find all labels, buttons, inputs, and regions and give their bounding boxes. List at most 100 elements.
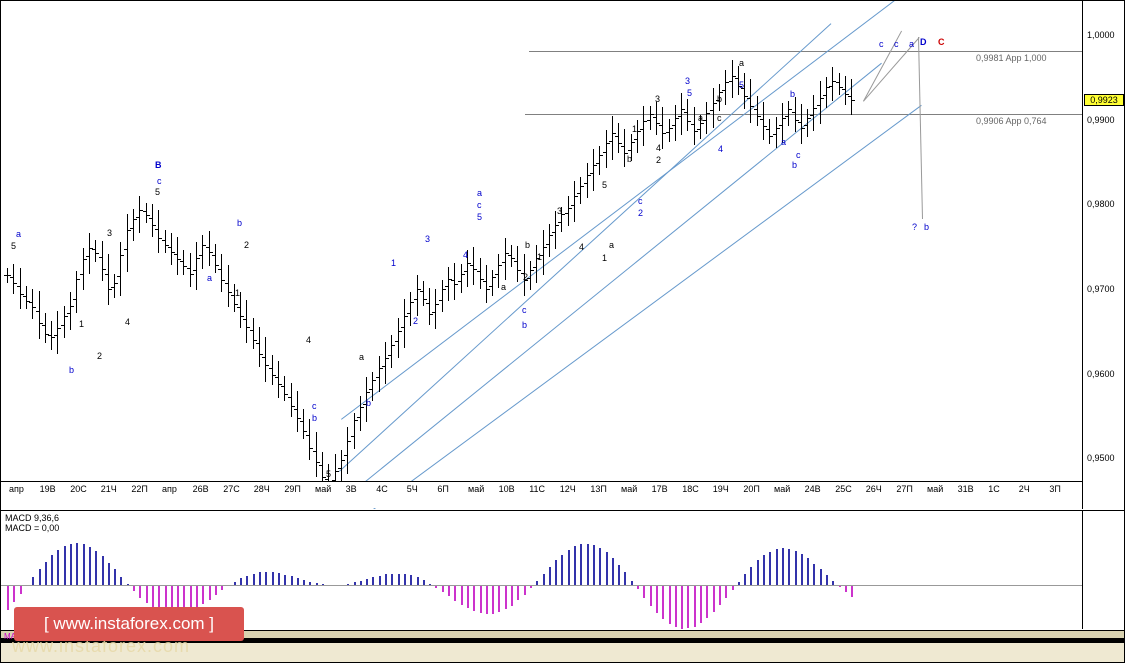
macd-bar — [775, 549, 778, 585]
macd-bar — [492, 585, 495, 614]
macd-bar — [416, 577, 419, 585]
bar-close-tick — [323, 476, 326, 478]
macd-bar — [674, 585, 677, 627]
bar-close-tick — [354, 420, 358, 422]
price-bar — [259, 326, 260, 368]
bar-close-tick — [556, 224, 560, 226]
bar-close-tick — [713, 102, 717, 104]
macd-bar — [737, 581, 740, 585]
price-bar — [158, 210, 160, 253]
price-bar — [536, 245, 538, 284]
bar-close-tick — [96, 253, 100, 255]
wave-label: b — [924, 222, 930, 232]
time-axis-label: 6П — [437, 484, 449, 494]
bar-open-tick — [117, 275, 121, 277]
macd-bar — [70, 543, 72, 585]
bar-close-tick — [20, 293, 24, 295]
bar-close-tick — [285, 393, 289, 395]
price-bar — [618, 122, 620, 154]
bar-open-tick — [848, 95, 852, 97]
bar-open-tick — [199, 255, 203, 256]
price-bar — [32, 288, 34, 319]
bar-open-tick — [722, 89, 726, 91]
wave-label: b — [312, 413, 318, 423]
wave-label: a — [477, 188, 483, 198]
bar-open-tick — [791, 111, 795, 113]
bar-open-tick — [407, 312, 411, 314]
macd-bar — [479, 585, 482, 614]
bar-open-tick — [760, 118, 763, 120]
macd-bar — [838, 585, 841, 588]
price-bar — [813, 94, 815, 131]
bar-open-tick — [589, 172, 593, 174]
wave-label: 3 — [425, 234, 431, 244]
bar-close-tick — [467, 263, 471, 265]
price-bar — [340, 449, 342, 482]
wave-label: C — [938, 37, 945, 47]
price-scale[interactable]: 1,0000 0,9900 0,9800 0,9700 0,9600 0,9500 0,99… — [1082, 1, 1124, 509]
bar-close-tick — [140, 210, 144, 212]
bar-close-tick — [260, 354, 263, 356]
bar-open-tick — [319, 465, 322, 467]
bar-open-tick — [256, 343, 259, 345]
bar-close-tick — [386, 358, 389, 360]
bar-close-tick — [304, 431, 308, 433]
bar-open-tick — [413, 299, 417, 301]
wave-label: 2 — [638, 208, 644, 218]
macd-bar — [139, 585, 142, 598]
bar-open-tick — [476, 271, 480, 273]
macd-bar — [196, 585, 198, 609]
price-bar — [95, 239, 97, 262]
bar-open-tick — [533, 267, 537, 269]
macd-bar — [410, 575, 413, 585]
bar-open-tick — [312, 451, 316, 453]
bar-open-tick — [4, 275, 7, 277]
bar-close-tick — [83, 259, 87, 261]
bar-open-tick — [715, 100, 719, 102]
bar-close-tick — [827, 87, 830, 89]
macd-bar — [643, 585, 646, 598]
wave-label: b — [237, 218, 243, 228]
bar-close-tick — [625, 153, 629, 155]
macd-bar — [548, 566, 551, 585]
bar-open-tick — [690, 123, 694, 125]
wave-label: b — [366, 398, 372, 408]
bar-open-tick — [564, 212, 568, 214]
bar-open-tick — [174, 254, 178, 256]
wave-label: 1 — [79, 319, 85, 329]
price-bar — [750, 79, 752, 123]
price-bar — [114, 273, 116, 299]
trend-line — [339, 23, 832, 472]
bar-open-tick — [293, 408, 297, 410]
macd-bar — [221, 585, 224, 591]
wave-label: 5 — [477, 212, 483, 222]
price-bar — [800, 103, 802, 144]
price-bar — [838, 73, 840, 95]
bar-close-tick — [77, 278, 81, 280]
bar-close-tick — [801, 128, 805, 129]
price-bar — [359, 396, 361, 432]
bar-open-tick — [400, 327, 404, 329]
price-bar — [819, 80, 821, 125]
price-bar — [13, 264, 15, 295]
bar-close-tick — [480, 278, 484, 280]
bar-close-tick — [493, 277, 497, 278]
macd-bar — [57, 549, 60, 585]
wave-label: b — [717, 94, 723, 104]
macd-bar — [460, 585, 463, 605]
wave-label: a — [16, 229, 22, 239]
wave-label: c — [717, 113, 722, 123]
price-bar — [826, 77, 827, 108]
bar-close-tick — [52, 337, 56, 339]
bar-open-tick — [640, 128, 644, 130]
bar-close-tick — [512, 258, 515, 260]
wave-label: 1 — [537, 252, 543, 262]
price-bar — [303, 409, 305, 440]
macd-bar — [189, 585, 192, 612]
wave-label: 2 — [244, 240, 250, 250]
bar-open-tick — [394, 341, 398, 343]
bar-open-tick — [841, 89, 845, 91]
macd-bar — [763, 555, 765, 585]
macd-bar — [120, 576, 123, 585]
